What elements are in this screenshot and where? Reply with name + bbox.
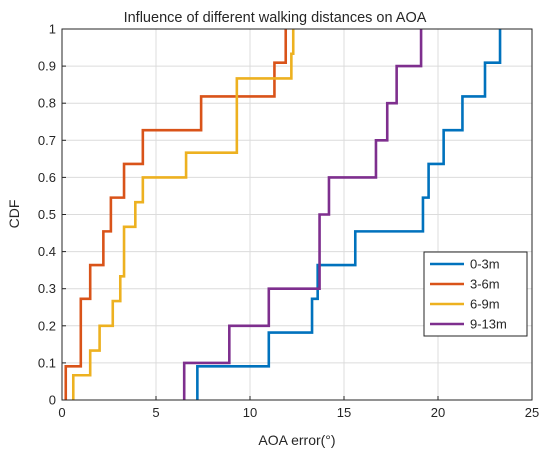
legend-label: 6-9m	[470, 297, 500, 312]
legend: 0-3m 3-6m 6-9m 9-13m	[423, 251, 528, 337]
legend-label: 3-6m	[470, 277, 500, 292]
y-axis-label: CDF	[6, 200, 22, 229]
series-line-3-6m	[64, 29, 288, 400]
x-tick-label: 15	[337, 405, 351, 420]
legend-label: 0-3m	[470, 257, 500, 272]
x-tick-label: 10	[243, 405, 257, 420]
y-tick-label: 0.8	[38, 96, 56, 111]
legend-box	[423, 251, 528, 337]
y-tick-label: 0.5	[38, 207, 56, 222]
series-lines	[64, 29, 502, 400]
x-tick-label: 25	[525, 405, 539, 420]
y-tick-label: 0.3	[38, 281, 56, 296]
x-axis-label: AOA error(°)	[258, 432, 335, 448]
y-tick-label: 0.2	[38, 318, 56, 333]
series-line-0-3m	[196, 29, 502, 400]
y-tick-label: 0	[49, 393, 56, 408]
y-tick-label: 1	[49, 22, 56, 37]
series-line-9-13m	[182, 29, 423, 400]
chart-title: Influence of different walking distances…	[124, 10, 427, 26]
series-line-6-9m	[71, 29, 295, 400]
y-tick-label: 0.9	[38, 59, 56, 74]
ticks: 0 5 10 15 20 25 0 0.1 0.2 0.3 0.4 0.5 0.6 0.7 0.8 0.9 1	[38, 22, 539, 421]
x-tick-label: 5	[152, 405, 159, 420]
y-tick-label: 0.7	[38, 133, 56, 148]
y-tick-label: 0.6	[38, 170, 56, 185]
x-tick-label: 0	[58, 405, 65, 420]
x-tick-label: 20	[431, 405, 445, 420]
y-tick-label: 0.4	[38, 244, 56, 259]
legend-label: 9-13m	[470, 317, 507, 332]
y-tick-label: 0.1	[38, 355, 56, 370]
